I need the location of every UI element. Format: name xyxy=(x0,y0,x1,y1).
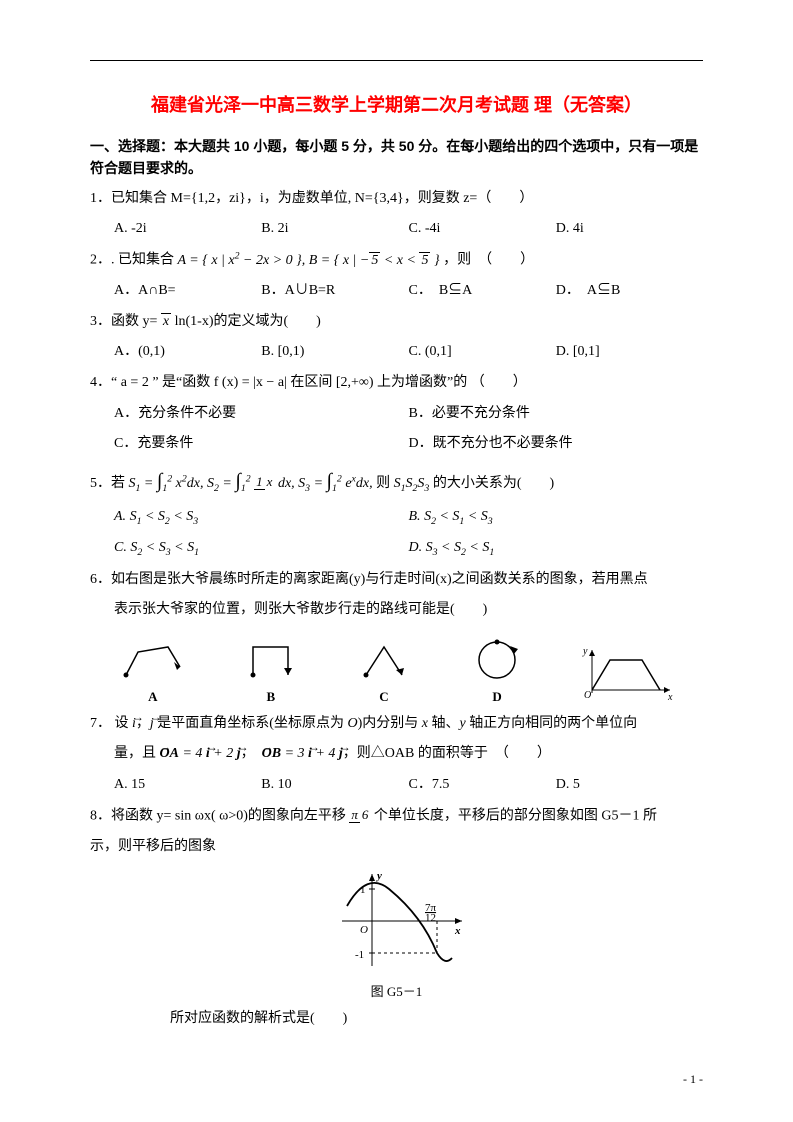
svg-text:x: x xyxy=(454,925,461,937)
q3-pre: 3．函数 y= xyxy=(90,314,161,329)
q2-math: A = { x | x2 − 2x > 0 }, B = { x | −5 < … xyxy=(178,253,440,268)
q6-label-a: A xyxy=(118,689,188,705)
q5-options-1: A. S1 < S2 < S3 B. S2 < S1 < S3 xyxy=(90,504,703,531)
q7-stem-1: 7． 设 i，j 是平面直角坐标系(坐标原点为 O)内分别与 x 轴、y 轴正方… xyxy=(90,711,703,738)
q2-post: ，则 （ ） xyxy=(443,253,534,268)
q3-mid: ln(1-x)的定义域为( ) xyxy=(175,314,321,329)
q8-stem-1: 8．将函数 y= sin ωx( ω>0)的图象向左平移 π6 个单位长度，平移… xyxy=(90,803,703,830)
path-d-icon xyxy=(470,634,525,682)
q2-options: A．A∩B= B．A∪B=R C． B⊆A D． A⊆B xyxy=(90,278,703,305)
q3-a: A．(0,1) xyxy=(114,339,261,366)
q1-b: B. 2i xyxy=(261,216,408,243)
q3-d: D. [0,1] xyxy=(556,339,703,366)
q2-b: B．A∪B=R xyxy=(261,278,408,305)
top-rule xyxy=(90,60,703,61)
q5-c: C. S2 < S3 < S1 xyxy=(114,535,409,562)
q3-stem: 3．函数 y= x ln(1-x)的定义域为( ) xyxy=(90,309,703,336)
svg-text:y: y xyxy=(375,870,382,882)
q2-c: C． B⊆A xyxy=(409,278,556,305)
q8-frac-d: 6 xyxy=(360,807,371,822)
q8-figure: y x O 1 -1 7π 12 图 G5－1 xyxy=(90,866,703,1000)
svg-text:-1: -1 xyxy=(355,949,364,961)
q8-frac-n: π xyxy=(349,807,360,823)
q7-d: D. 5 xyxy=(556,772,703,799)
q8-caption: 图 G5－1 xyxy=(90,981,703,1000)
q3-options: A．(0,1) B. [0,1) C. (0,1] D. [0,1] xyxy=(90,339,703,366)
q4-b: B．必要不充分条件 xyxy=(409,401,704,428)
q1-stem: 1．已知集合 M={1,2，zi}，i，为虚数单位, N={3,4}，则复数 z… xyxy=(90,186,703,213)
q5-d: D. S3 < S2 < S1 xyxy=(409,535,704,562)
exam-page: 福建省光泽一中高三数学上学期第二次月考试题 理（无答案） 一、选择题：本大题共 … xyxy=(0,0,793,1122)
page-number: - 1 - xyxy=(683,1072,703,1087)
q6-fig-c: C xyxy=(354,637,414,705)
q8-stem-3: 所对应函数的解析式是( ) xyxy=(90,1006,703,1033)
q8-frac: π6 xyxy=(349,803,370,830)
q1-d: D. 4i xyxy=(556,216,703,243)
q2-a: A．A∩B= xyxy=(114,278,261,305)
path-c-icon xyxy=(354,637,414,682)
q6-stem-2: 表示张大爷家的位置，则张大爷散步行走的路线可能是( ) xyxy=(90,597,703,624)
q2-d: D． A⊆B xyxy=(556,278,703,305)
q6-fig-a: A xyxy=(118,637,188,705)
q7-post: ，则△OAB 的面积等于 （ ） xyxy=(343,746,551,761)
q2-pre: 2．. 已知集合 xyxy=(90,253,178,268)
q4-a: A．充分条件不必要 xyxy=(114,401,409,428)
q5-pre: 5．若 xyxy=(90,476,129,491)
svg-text:O: O xyxy=(584,690,591,700)
q6-figures: A B C D y x O xyxy=(90,634,703,705)
q6-fig-b: B xyxy=(243,637,298,705)
q5-mid: 则 S1S2S3 xyxy=(376,476,429,491)
q2-stem: 2．. 已知集合 A = { x | x2 − 2x > 0 }, B = { … xyxy=(90,247,703,274)
svg-text:O: O xyxy=(360,924,368,936)
q6-fig-d: D xyxy=(470,634,525,705)
q7-b: B. 10 xyxy=(261,772,408,799)
page-title: 福建省光泽一中高三数学上学期第二次月考试题 理（无答案） xyxy=(90,91,703,117)
q5-a: A. S1 < S2 < S3 xyxy=(114,504,409,531)
q1-options: A. -2i B. 2i C. -4i D. 4i xyxy=(90,216,703,243)
q4-c: C．充要条件 xyxy=(114,431,409,458)
q5-post: 的大小关系为( ) xyxy=(433,476,554,491)
q6-fig-graph: y x O xyxy=(580,645,675,705)
q8-stem-2: 示，则平移后的图象 xyxy=(90,834,703,861)
path-b-icon xyxy=(243,637,298,682)
q6-label-c: C xyxy=(354,689,414,705)
svg-text:x: x xyxy=(667,692,673,700)
q7-a: A. 15 xyxy=(114,772,261,799)
q1-a: A. -2i xyxy=(114,216,261,243)
path-a-icon xyxy=(118,637,188,682)
q8-pre: 8．将函数 y= sin ωx( ω>0)的图象向左平移 xyxy=(90,808,349,823)
q5-b: B. S2 < S1 < S3 xyxy=(409,504,704,531)
svg-text:y: y xyxy=(582,646,588,657)
q4-stem: 4．“ a = 2 ” 是“函数 f (x) = |x − a| 在区间 [2,… xyxy=(90,370,703,397)
section-1-heading: 一、选择题：本大题共 10 小题，每小题 5 分，共 50 分。在每小题给出的四… xyxy=(90,135,703,180)
q3-c: C. (0,1] xyxy=(409,339,556,366)
q6-stem-1: 6．如右图是张大爷晨练时所走的离家距离(y)与行走时间(x)之间函数关系的图象，… xyxy=(90,567,703,594)
q1-c: C. -4i xyxy=(409,216,556,243)
q7-options: A. 15 B. 10 C．7.5 D. 5 xyxy=(90,772,703,799)
q8-post: 个单位长度，平移后的部分图象如图 G5－1 所 xyxy=(370,808,657,823)
q3-b: B. [0,1) xyxy=(261,339,408,366)
q5-stem: 5．若 S1 = ∫12 x2dx, S2 = ∫12 1x dx, S3 = … xyxy=(90,462,703,500)
yx-graph-icon: y x O xyxy=(580,645,675,700)
q7-stem-2: 量，且 OA = 4 i + 2 j， OB = 3 i + 4 j，则△OAB… xyxy=(90,741,703,768)
q5-options-2: C. S2 < S3 < S1 D. S3 < S2 < S1 xyxy=(90,535,703,562)
q4-d: D．既不充分也不必要条件 xyxy=(409,431,704,458)
q5-math: S1 = ∫12 x2dx, S2 = ∫12 1x dx, S3 = ∫12 … xyxy=(129,476,377,491)
q6-label-b: B xyxy=(243,689,298,705)
q7-c: C．7.5 xyxy=(409,772,556,799)
sine-graph-icon: y x O 1 -1 7π 12 xyxy=(327,866,467,976)
q4-options-2: C．充要条件 D．既不充分也不必要条件 xyxy=(90,431,703,458)
svg-text:12: 12 xyxy=(425,912,436,924)
q3-math: x xyxy=(161,313,171,329)
q4-options-1: A．充分条件不必要 B．必要不充分条件 xyxy=(90,401,703,428)
q6-label-d: D xyxy=(470,689,525,705)
